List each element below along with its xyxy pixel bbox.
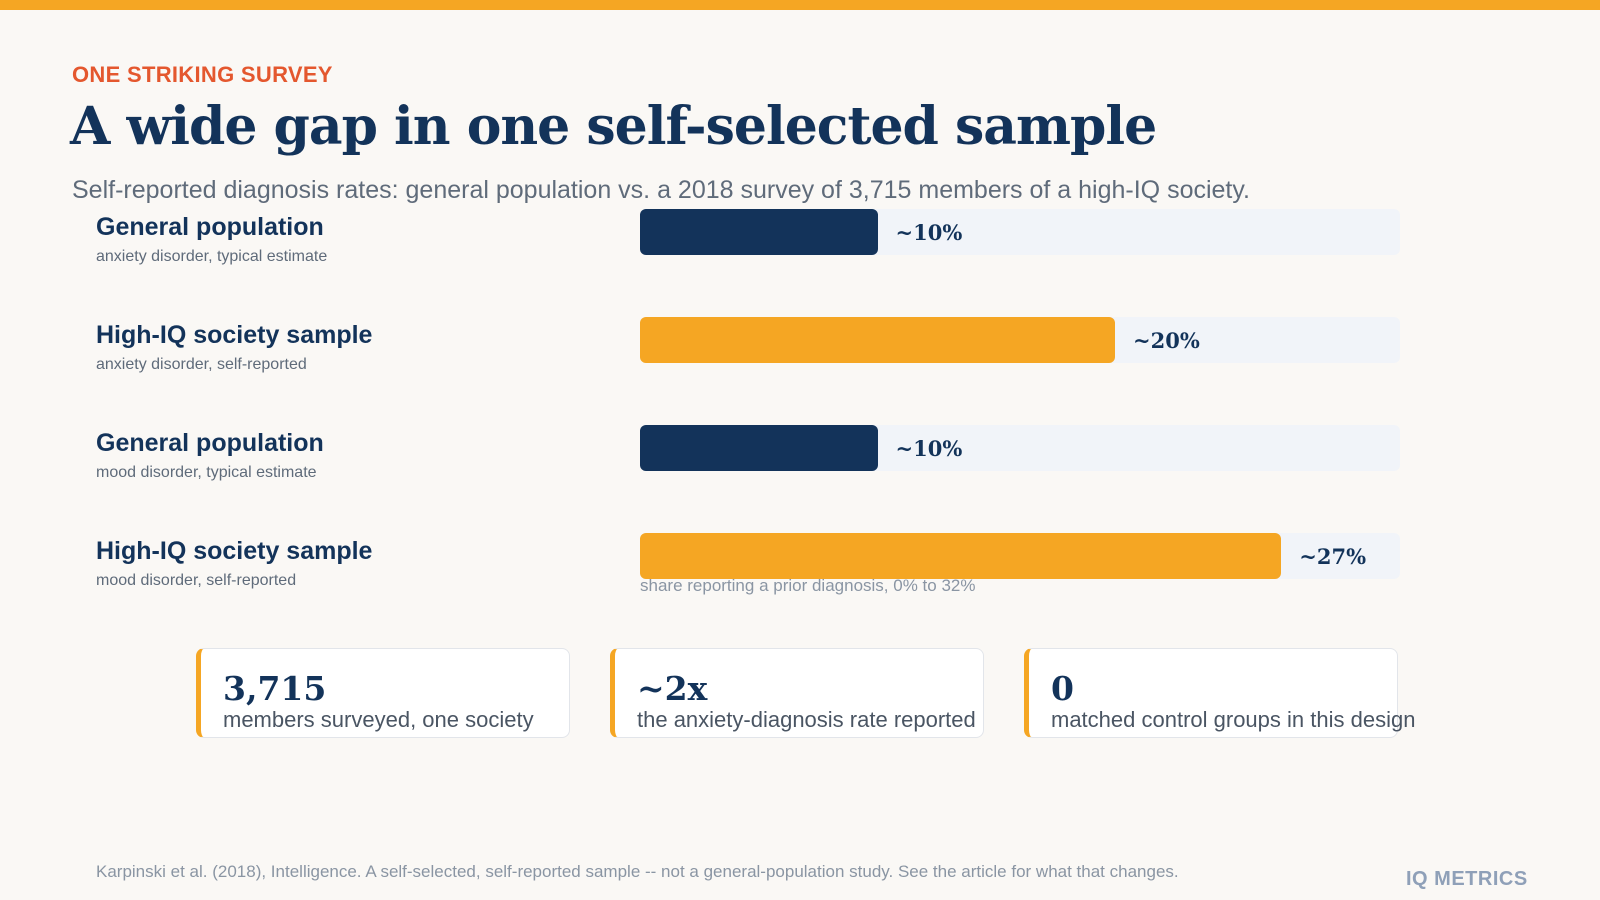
axis-note: share reporting a prior diagnosis, 0% to… xyxy=(640,576,976,595)
bar-general-mood xyxy=(640,425,878,471)
category-sublabel: anxiety disorder, self-reported xyxy=(96,356,307,373)
stat-card-controls: 0 matched control groups in this design xyxy=(1024,648,1415,738)
top-accent-bar xyxy=(0,0,1600,10)
stat-value: ~2x xyxy=(637,669,708,708)
bar-value-label: ~27% xyxy=(1299,544,1367,569)
category-label: General population xyxy=(96,429,324,457)
bar-value-label: ~10% xyxy=(895,436,963,461)
chart-row: General population anxiety disorder, typ… xyxy=(0,209,1600,269)
source-footnote: Karpinski et al. (2018), Intelligence. A… xyxy=(96,862,1179,881)
category-label: High-IQ society sample xyxy=(96,321,373,349)
stat-label: members surveyed, one society xyxy=(223,707,534,732)
bar-highiq-anxiety xyxy=(640,317,1115,363)
stat-card-ratio: ~2x the anxiety-diagnosis rate reported xyxy=(610,648,984,738)
bar-value-label: ~10% xyxy=(895,220,963,245)
category-label: General population xyxy=(96,213,324,241)
chart-row: General population mood disorder, typica… xyxy=(0,425,1600,485)
brand-logo-text: IQ METRICS xyxy=(1406,868,1528,890)
bar-general-anxiety xyxy=(640,209,878,255)
category-sublabel: mood disorder, self-reported xyxy=(96,572,297,589)
category-sublabel: anxiety disorder, typical estimate xyxy=(96,248,328,265)
category-sublabel: mood disorder, typical estimate xyxy=(96,464,317,481)
chart-row: High-IQ society sample mood disorder, se… xyxy=(0,533,1600,593)
stat-card-surveyed: 3,715 members surveyed, one society xyxy=(196,648,570,738)
row-label: High-IQ society sample mood disorder, se… xyxy=(96,537,372,590)
page-title: A wide gap in one self-selected sample xyxy=(70,96,1157,157)
row-label: General population anxiety disorder, typ… xyxy=(96,213,327,266)
bar-value-label: ~20% xyxy=(1133,328,1200,353)
stat-label: matched control groups in this design xyxy=(1051,707,1416,732)
row-label: General population mood disorder, typica… xyxy=(96,429,324,482)
eyebrow-label: ONE STRIKING SURVEY xyxy=(72,62,333,87)
stat-label: the anxiety-diagnosis rate reported xyxy=(637,707,976,732)
row-label: High-IQ society sample anxiety disorder,… xyxy=(96,321,372,374)
stat-value: 0 xyxy=(1051,669,1074,708)
category-label: High-IQ society sample xyxy=(96,537,373,565)
bar-highiq-mood xyxy=(640,533,1282,579)
chart-row: High-IQ society sample anxiety disorder,… xyxy=(0,317,1600,377)
page-subtitle: Self-reported diagnosis rates: general p… xyxy=(72,176,1250,204)
stat-value: 3,715 xyxy=(223,669,327,708)
